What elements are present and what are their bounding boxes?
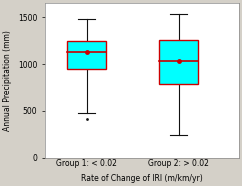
Bar <box>159 40 198 84</box>
Bar <box>67 41 106 69</box>
Y-axis label: Annual Precipitation (mm): Annual Precipitation (mm) <box>3 30 13 131</box>
X-axis label: Rate of Change of IRI (m/km/yr): Rate of Change of IRI (m/km/yr) <box>81 174 203 182</box>
